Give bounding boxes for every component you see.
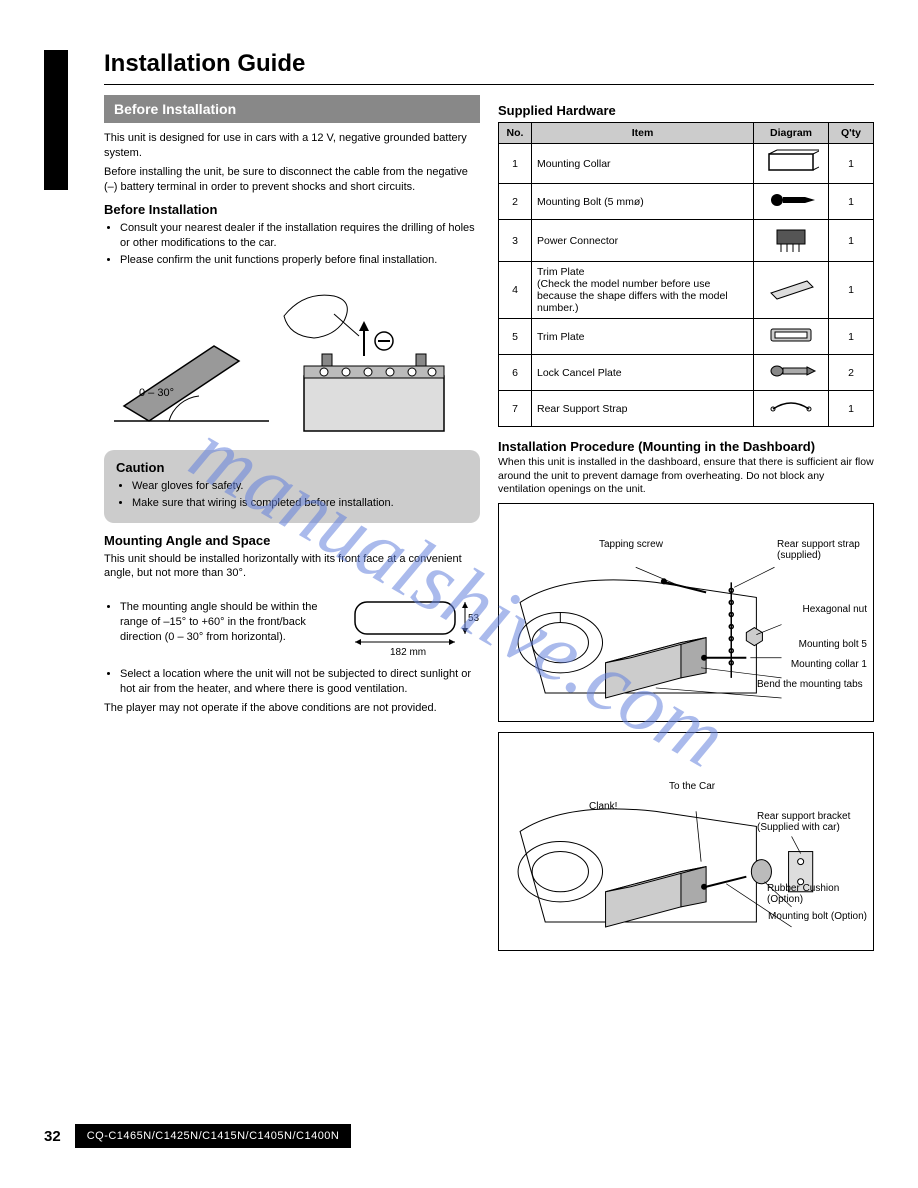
co-hex: Hexagonal nut [803, 604, 868, 616]
para-battery: This unit is designed for use in cars wi… [104, 131, 480, 161]
illus-battery: 0 – 30° [104, 272, 480, 440]
footer: 32 CQ-C1465N/C1425N/C1415N/C1405N/C1400N [44, 1124, 351, 1148]
table-row: 2 Mounting Bolt (5 mmø) 1 [499, 184, 874, 220]
co-collar: Mounting collar 1 [791, 659, 867, 671]
subhead-mount: Mounting Angle and Space [104, 533, 480, 548]
co-bolt2: Mounting bolt (Option) [768, 911, 867, 923]
caution-1: Wear gloves for safety. [132, 479, 468, 494]
bullet-2: Please confirm the unit functions proper… [120, 253, 480, 268]
co-tapping: Tapping screw [599, 539, 663, 551]
table-row: 3 Power Connector 1 [499, 220, 874, 262]
install-note: When this unit is installed in the dashb… [498, 456, 874, 497]
hardware-table: No. Item Diagram Q'ty 1 Mounting Collar … [498, 122, 874, 427]
bullets-before: Consult your nearest dealer if the insta… [104, 221, 480, 268]
dims-diagram: 182 mm 53 mm [340, 587, 480, 657]
table-row: 4 Trim Plate (Check the model number bef… [499, 262, 874, 319]
header: Installation Guide [104, 50, 874, 85]
th-no: No. [499, 123, 532, 144]
co-bend: Bend the mounting tabs [757, 679, 867, 691]
para-disconnect: Before installing the unit, be sure to d… [104, 165, 480, 195]
table-row: 6 Lock Cancel Plate 2 [499, 355, 874, 391]
th-qty: Q'ty [829, 123, 874, 144]
table-row: 7 Rear Support Strap 1 [499, 391, 874, 427]
co-bolt: Mounting bolt 5 [799, 639, 867, 651]
co-strap: Rear support strap (supplied) [777, 539, 867, 562]
page-number: 32 [44, 1128, 61, 1145]
page-title: Installation Guide [104, 50, 874, 78]
hw-title: Supplied Hardware [498, 103, 874, 118]
model-chip: CQ-C1465N/C1425N/C1415N/C1405N/C1400N [75, 1124, 352, 1148]
caution-title: Caution [116, 460, 468, 475]
dash-diagram-2: To the Car Clank! Rear support bracket (… [498, 732, 874, 951]
table-header-row: No. Item Diagram Q'ty [499, 123, 874, 144]
co-clank: Clank! [589, 801, 617, 813]
mount-b1: The mounting angle should be within the … [120, 600, 330, 645]
section-bar-before: Before Installation [104, 95, 480, 123]
install-head: Installation Procedure (Mounting in the … [498, 439, 874, 454]
left-column: Before Installation This unit is designe… [104, 95, 480, 961]
angle-label: 0 – 30° [139, 387, 174, 399]
side-tab [44, 50, 68, 190]
divider [104, 84, 874, 85]
th-item: Item [532, 123, 754, 144]
mount-b2: Select a location where the unit will no… [120, 667, 480, 697]
subhead-before: Before Installation [104, 202, 480, 217]
mount-intro: This unit should be installed horizontal… [104, 552, 480, 582]
svg-text:182 mm: 182 mm [390, 647, 426, 657]
table-row: 1 Mounting Collar 1 [499, 144, 874, 184]
table-row: 5 Trim Plate 1 [499, 319, 874, 355]
co-fire: To the Car [669, 781, 715, 793]
co-cushion: Rubber Cushion (Option) [767, 883, 867, 906]
th-dia: Diagram [754, 123, 829, 144]
co-bracket: Rear support bracket (Supplied with car) [757, 811, 867, 834]
caution-box: Caution Wear gloves for safety. Make sur… [104, 450, 480, 523]
dims-row: The mounting angle should be within the … [104, 587, 480, 657]
svg-text:53 mm: 53 mm [468, 613, 480, 624]
bullet-1: Consult your nearest dealer if the insta… [120, 221, 480, 251]
caution-2: Make sure that wiring is completed befor… [132, 496, 468, 511]
dash-diagram-1: Tapping screw Rear support strap (suppli… [498, 503, 874, 722]
dims-note: The player may not operate if the above … [104, 701, 480, 716]
right-column: Supplied Hardware No. Item Diagram Q'ty … [498, 95, 874, 961]
